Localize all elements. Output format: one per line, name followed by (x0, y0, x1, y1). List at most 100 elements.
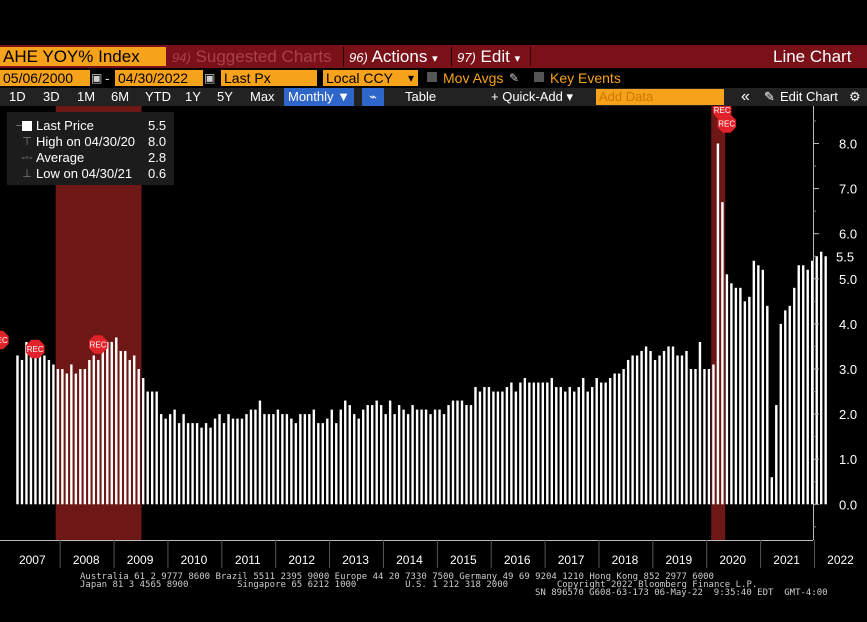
period-max[interactable]: Max (250, 89, 275, 104)
start-date-input[interactable]: 05/06/2000 (0, 70, 90, 86)
data-bar (213, 418, 217, 505)
pencil-icon[interactable]: ✎ (509, 71, 520, 85)
recession-event-marker (88, 335, 108, 354)
data-bar (173, 409, 176, 505)
data-bar (752, 260, 756, 505)
period-1d[interactable]: 1D (9, 89, 26, 104)
data-bar (703, 369, 706, 505)
currency-select[interactable]: Local CCY (323, 70, 418, 86)
edit-menu[interactable]: 97) Edit ▾ (457, 47, 520, 66)
menu-number: 96) (349, 50, 368, 65)
data-bar (92, 355, 96, 505)
data-bar (483, 387, 486, 505)
end-date-input[interactable]: 04/30/2022 (115, 70, 203, 86)
data-bar (258, 400, 262, 505)
data-bar (379, 405, 383, 505)
data-bar (649, 350, 652, 505)
period-5y[interactable]: 5Y (217, 89, 233, 104)
data-bar (20, 359, 24, 505)
calendar-icon[interactable]: ▣ (91, 71, 103, 85)
collapse-icon[interactable]: « (741, 88, 750, 105)
data-bar (725, 274, 729, 505)
x-tick-label: 2012 (288, 553, 315, 567)
data-bar (168, 414, 172, 505)
edit-chart-button[interactable]: Edit Chart (780, 89, 838, 104)
data-bar (88, 359, 91, 505)
field-select[interactable]: Last Px (221, 70, 317, 86)
period-1m[interactable]: 1M (77, 89, 96, 104)
data-bar (353, 414, 356, 505)
period-1y[interactable]: 1Y (185, 89, 201, 104)
data-bar (335, 423, 338, 505)
data-bar (586, 391, 589, 505)
data-bar (748, 296, 751, 505)
data-bar (779, 323, 782, 505)
legend-value: 8.0 (148, 134, 167, 149)
frequency-select[interactable]: Monthly ▼ (284, 88, 354, 106)
last-value-label: 5.5 (836, 249, 854, 264)
add-data-input[interactable]: Add Data (596, 89, 724, 105)
period-ytd[interactable]: YTD (145, 89, 171, 104)
data-bar (577, 387, 580, 505)
data-bar (263, 414, 266, 505)
data-bar (429, 414, 432, 505)
legend-average: -◦- Average 2.8 (7, 150, 174, 166)
data-bar (388, 400, 392, 505)
period-3d[interactable]: 3D (43, 89, 60, 104)
data-bar (128, 359, 131, 505)
quick-add-button[interactable]: + Quick-Add ▾ (491, 89, 574, 104)
data-bar (200, 427, 203, 505)
data-bar (186, 423, 190, 505)
x-tick-label: 2009 (127, 553, 154, 567)
event-marker-label: REC (0, 336, 8, 345)
suggested-charts-menu[interactable]: 94) Suggested Charts (172, 47, 332, 66)
data-bar (532, 382, 536, 505)
data-bar (478, 391, 482, 505)
data-bar (730, 283, 733, 505)
x-tick-label: 2010 (181, 553, 208, 567)
line-chart-icon[interactable]: ⌁ (362, 88, 384, 106)
ticker-field[interactable]: AHE YOY% Index (0, 47, 166, 66)
data-bar (640, 350, 643, 505)
data-bar (133, 355, 136, 505)
pencil-icon: ✎ (764, 89, 775, 104)
period-6m[interactable]: 6M (111, 89, 130, 104)
chevron-down-icon: ▾ (432, 53, 438, 65)
gear-icon[interactable]: ⚙ (849, 89, 861, 104)
actions-menu[interactable]: 96) Actions ▾ (349, 47, 438, 66)
y-tick-label: 2.0 (839, 407, 857, 422)
data-bar (492, 391, 495, 505)
data-bar (231, 418, 235, 505)
data-bar (658, 355, 661, 505)
data-bar (406, 414, 410, 505)
data-bar (119, 350, 122, 505)
event-marker-label: REC (718, 120, 735, 129)
data-bar (635, 355, 639, 505)
divider (451, 47, 452, 66)
data-bar (680, 355, 684, 505)
data-bar (195, 423, 199, 505)
data-bar (393, 414, 396, 505)
recession-event-marker (26, 339, 45, 359)
data-bar (267, 414, 271, 505)
menu-number: 94) (172, 50, 191, 65)
event-marker-label: REC (90, 340, 107, 349)
data-bar (124, 350, 127, 505)
low-marker-icon: ⊥ (22, 168, 32, 180)
data-bar (662, 350, 666, 505)
key-events-checkbox[interactable] (534, 72, 544, 82)
data-bar (510, 382, 513, 505)
data-bar (811, 260, 814, 505)
calendar-icon[interactable]: ▣ (204, 71, 216, 85)
data-bar (474, 387, 477, 505)
mov-avgs-checkbox[interactable] (427, 72, 437, 82)
data-bar (766, 305, 769, 505)
data-bar (555, 387, 558, 505)
data-bar (344, 400, 347, 505)
data-bar (424, 409, 428, 505)
data-bar (362, 409, 365, 505)
data-bar (74, 373, 78, 505)
divider (530, 47, 531, 66)
table-button[interactable]: Table (405, 89, 437, 104)
data-bar (97, 359, 100, 505)
